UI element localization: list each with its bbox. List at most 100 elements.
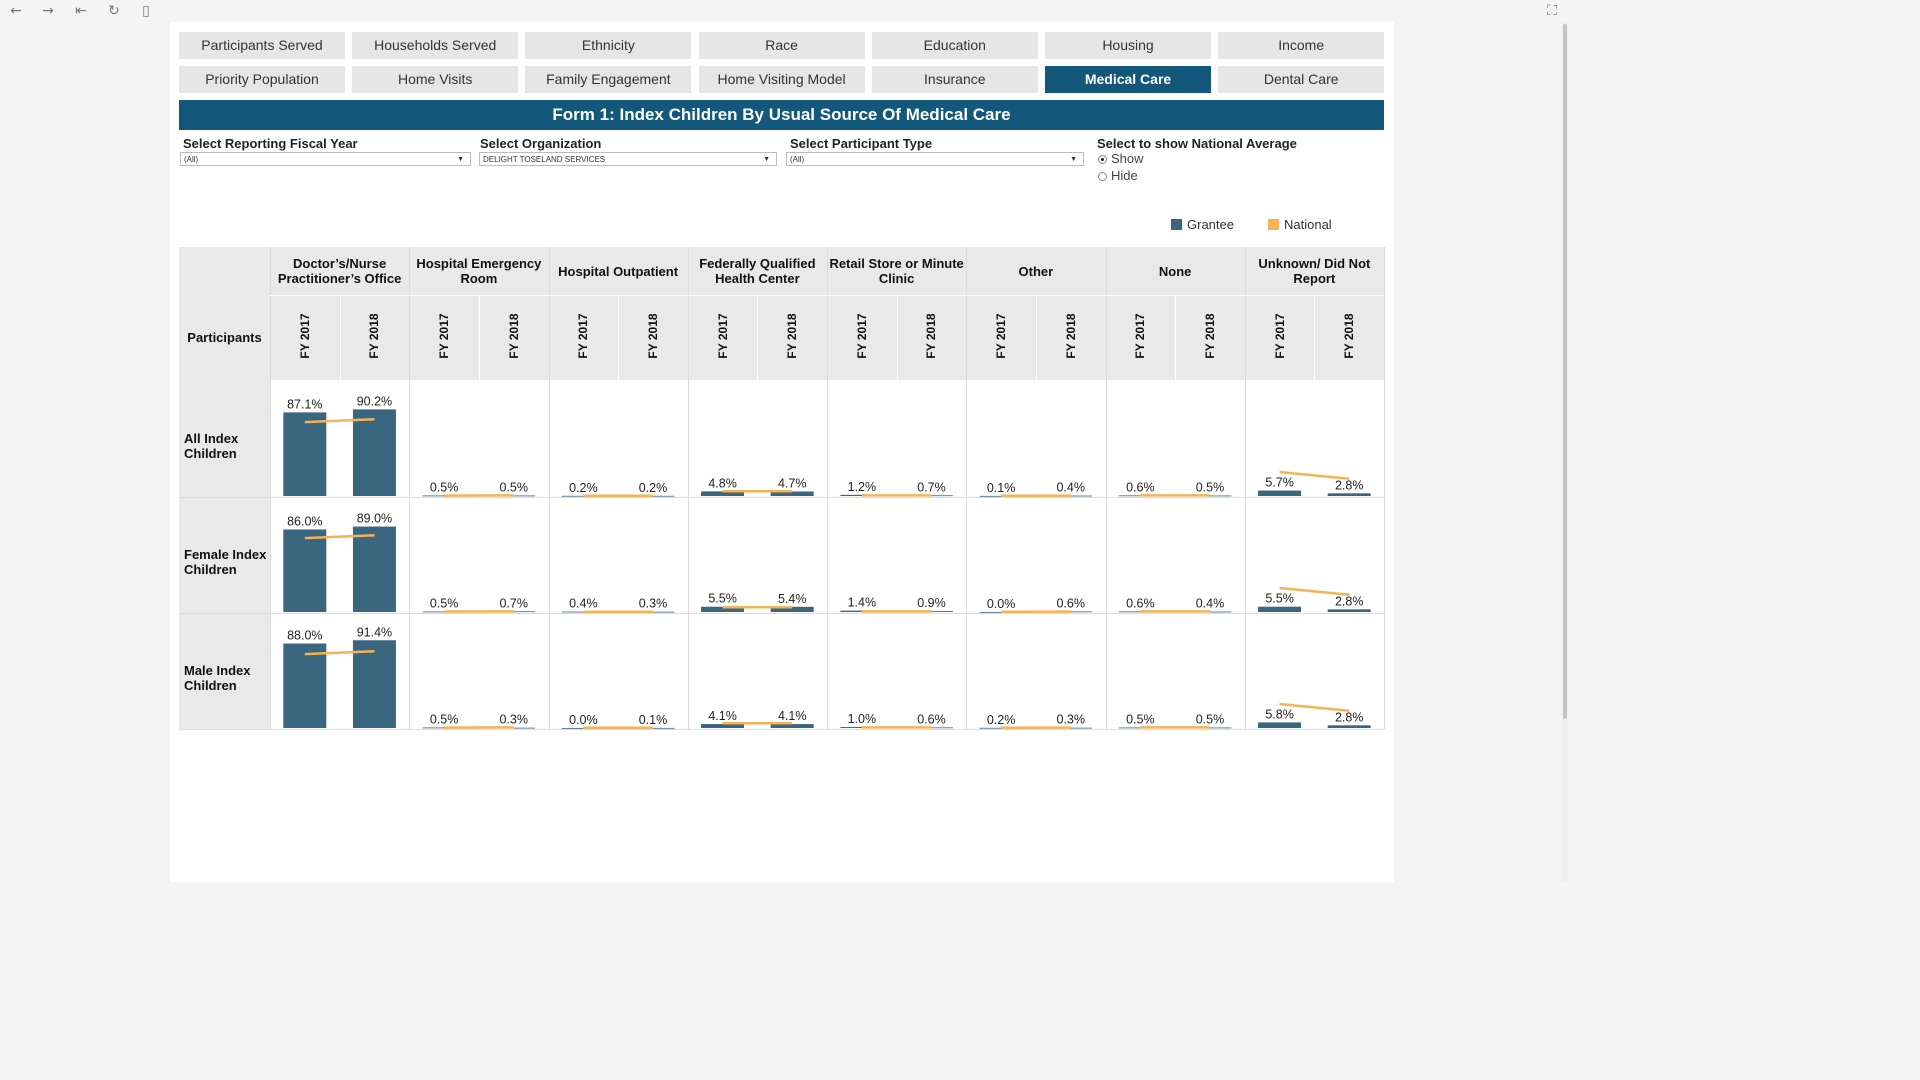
organization-label: Select Organization <box>480 136 602 151</box>
tab-medical-care[interactable]: Medical Care <box>1045 66 1211 93</box>
tab-race[interactable]: Race <box>698 32 865 59</box>
grantee-bar[interactable] <box>1188 611 1232 613</box>
row-chart-female-index-children: 86.0% 89.0% 0.5% 0.7% 0.4% 0.3% 5.5% 5.4% 1.4% 0.… <box>283 512 1371 613</box>
tab-home-visits[interactable]: Home Visits <box>352 66 519 93</box>
national-average-line[interactable] <box>304 417 375 424</box>
value-label: 5.7% <box>1265 476 1294 490</box>
grantee-bar[interactable] <box>422 727 466 729</box>
value-label: 2.8% <box>1335 594 1364 608</box>
tab-education[interactable]: Education <box>871 32 1038 59</box>
national-average-line[interactable] <box>1279 470 1350 480</box>
fullscreen-icon[interactable]: ⛶ <box>1547 3 1557 19</box>
value-label: 0.5% <box>1196 481 1225 495</box>
radio-hide[interactable]: Hide <box>1098 168 1138 184</box>
value-label: 0.5% <box>1196 713 1225 727</box>
category-header-doctor-s-nurse-practitioner-s-office: Doctor’s/Nurse Practitioner’s Office <box>277 256 402 286</box>
fiscal-year-label: FY 2018 <box>1202 313 1217 359</box>
tab-households-served[interactable]: Households Served <box>352 32 519 59</box>
radio-selected-icon <box>1098 155 1107 164</box>
grantee-bar[interactable] <box>701 724 745 728</box>
dropdown-arrow-icon: ▼ <box>457 156 464 163</box>
grantee-bar[interactable] <box>701 491 745 496</box>
tab-insurance[interactable]: Insurance <box>871 66 1038 93</box>
grantee-bar[interactable] <box>631 495 675 497</box>
tab-family-engagement[interactable]: Family Engagement <box>525 66 692 93</box>
national-average-line[interactable] <box>1279 702 1350 712</box>
group-divider <box>270 247 271 729</box>
value-label: 0.6% <box>1126 596 1155 610</box>
grantee-bar[interactable] <box>979 495 1023 497</box>
grantee-bar[interactable] <box>352 409 396 496</box>
organization-value: DELIGHT TOSELAND SERVICES <box>483 155 606 164</box>
radio-show[interactable]: Show <box>1098 151 1144 167</box>
value-label: 4.1% <box>708 709 737 723</box>
tab-participants-served[interactable]: Participants Served <box>179 32 345 59</box>
grantee-bar[interactable] <box>1327 493 1371 496</box>
category-header-unknown-did-not-report: Unknown/ Did Not Report <box>1258 256 1371 286</box>
grantee-bar[interactable] <box>352 526 396 612</box>
national-average-line[interactable] <box>1279 586 1350 596</box>
grantee-bar[interactable] <box>1258 606 1302 612</box>
tab-ethnicity[interactable]: Ethnicity <box>525 32 692 59</box>
row-label-column <box>179 247 270 729</box>
first-icon[interactable]: ⇤ <box>75 3 87 19</box>
national-average-label: Select to show National Average <box>1097 136 1297 151</box>
pause-icon[interactable]: ▯ <box>142 3 150 19</box>
tab-housing[interactable]: Housing <box>1045 32 1211 59</box>
value-label: 0.1% <box>639 713 668 727</box>
forward-icon[interactable]: → <box>42 3 54 19</box>
dropdown-arrow-icon: ▼ <box>763 156 770 163</box>
year-divider <box>478 295 480 380</box>
grantee-bar[interactable] <box>979 727 1023 729</box>
grantee-bar[interactable] <box>352 640 396 728</box>
grantee-bar[interactable] <box>770 724 814 728</box>
value-label: 1.0% <box>848 712 877 726</box>
grantee-bar[interactable] <box>701 606 745 612</box>
value-label: 0.4% <box>1196 597 1225 611</box>
row-divider <box>179 613 1384 614</box>
grantee-bar[interactable] <box>631 727 675 729</box>
back-icon[interactable]: ← <box>10 3 22 19</box>
fiscal-year-label: Select Reporting Fiscal Year <box>183 136 358 151</box>
group-divider <box>409 247 411 729</box>
value-label: 0.5% <box>1126 713 1155 727</box>
grantee-bar[interactable] <box>1327 609 1371 612</box>
scrollbar-thumb[interactable] <box>1563 24 1567 719</box>
value-label: 0.5% <box>430 713 459 727</box>
participant-type-select[interactable]: (All) ▼ <box>786 152 1084 166</box>
grantee-bar[interactable] <box>770 491 814 496</box>
grantee-bar[interactable] <box>283 412 327 496</box>
grantee-bar[interactable] <box>422 495 466 497</box>
grantee-bar[interactable] <box>1327 725 1371 728</box>
grantee-bar[interactable] <box>1258 722 1302 728</box>
category-header-hospital-emergency-room: Hospital Emergency Room <box>416 256 542 286</box>
national-average-line[interactable] <box>304 533 375 540</box>
grantee-bar[interactable] <box>631 611 675 613</box>
value-label: 4.1% <box>778 709 807 723</box>
grantee-bar[interactable] <box>1188 495 1232 497</box>
year-divider <box>339 295 341 380</box>
grantee-bar[interactable] <box>283 529 327 612</box>
row-label: Female Index Children <box>184 547 267 577</box>
legend-national: National <box>1268 217 1332 233</box>
value-label: 4.7% <box>778 476 807 490</box>
grantee-bar[interactable] <box>979 612 1023 613</box>
tab-priority-population[interactable]: Priority Population <box>179 66 345 93</box>
tab-home-visiting-model[interactable]: Home Visiting Model <box>698 66 865 93</box>
tab-dental-care[interactable]: Dental Care <box>1218 66 1385 93</box>
row-label: All Index Children <box>184 431 239 461</box>
value-label: 5.8% <box>1265 707 1294 721</box>
grantee-bar[interactable] <box>422 611 466 613</box>
fiscal-year-select[interactable]: (All) ▼ <box>180 152 471 166</box>
grantee-bar[interactable] <box>1188 727 1232 729</box>
grantee-bar[interactable] <box>770 606 814 612</box>
legend-grantee-swatch <box>1171 219 1182 230</box>
refresh-icon[interactable]: ↻ <box>108 3 120 19</box>
value-label: 1.2% <box>848 480 877 494</box>
grantee-bar[interactable] <box>1258 490 1302 496</box>
value-label: 0.3% <box>1056 713 1085 727</box>
grantee-bar[interactable] <box>283 643 327 728</box>
organization-select[interactable]: DELIGHT TOSELAND SERVICES ▼ <box>479 152 777 166</box>
tab-income[interactable]: Income <box>1218 32 1385 59</box>
national-average-line[interactable] <box>304 649 375 656</box>
